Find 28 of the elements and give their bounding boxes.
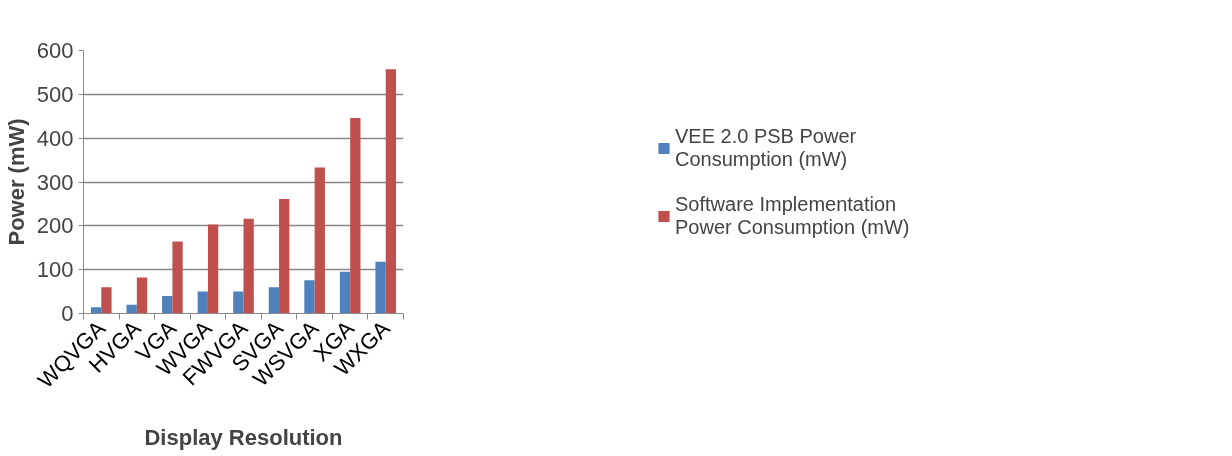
y-tick-label: 500: [36, 81, 74, 107]
y-tick-label: 600: [36, 38, 74, 63]
legend-label: Software Implementation Power Consumption (mW): [675, 192, 911, 239]
bar: [304, 280, 315, 314]
bar: [162, 295, 173, 314]
bar: [197, 291, 208, 314]
bar: [172, 241, 183, 314]
legend-label: VEE 2.0 PSB Power Consumption (mW): [675, 124, 858, 171]
bar: [136, 277, 148, 314]
bar: [375, 261, 386, 314]
bar: [339, 271, 351, 314]
bar: [101, 287, 112, 314]
bar: [314, 167, 325, 314]
y-tick-label: 300: [36, 169, 74, 195]
y-axis-title: Power (mW): [3, 118, 29, 246]
y-tick-label: 100: [36, 257, 74, 283]
bar: [350, 118, 361, 314]
x-axis-title: Display Resolution: [144, 424, 343, 450]
y-tick-label: 200: [36, 213, 74, 239]
bar: [268, 287, 280, 314]
bar: [207, 224, 219, 314]
bar: [385, 69, 397, 314]
y-tick-label: 0: [61, 301, 74, 326]
bar: [243, 218, 254, 314]
y-tick-label: 400: [36, 125, 74, 151]
bar: [90, 307, 102, 314]
bar: [233, 291, 244, 314]
bar: [279, 199, 290, 314]
